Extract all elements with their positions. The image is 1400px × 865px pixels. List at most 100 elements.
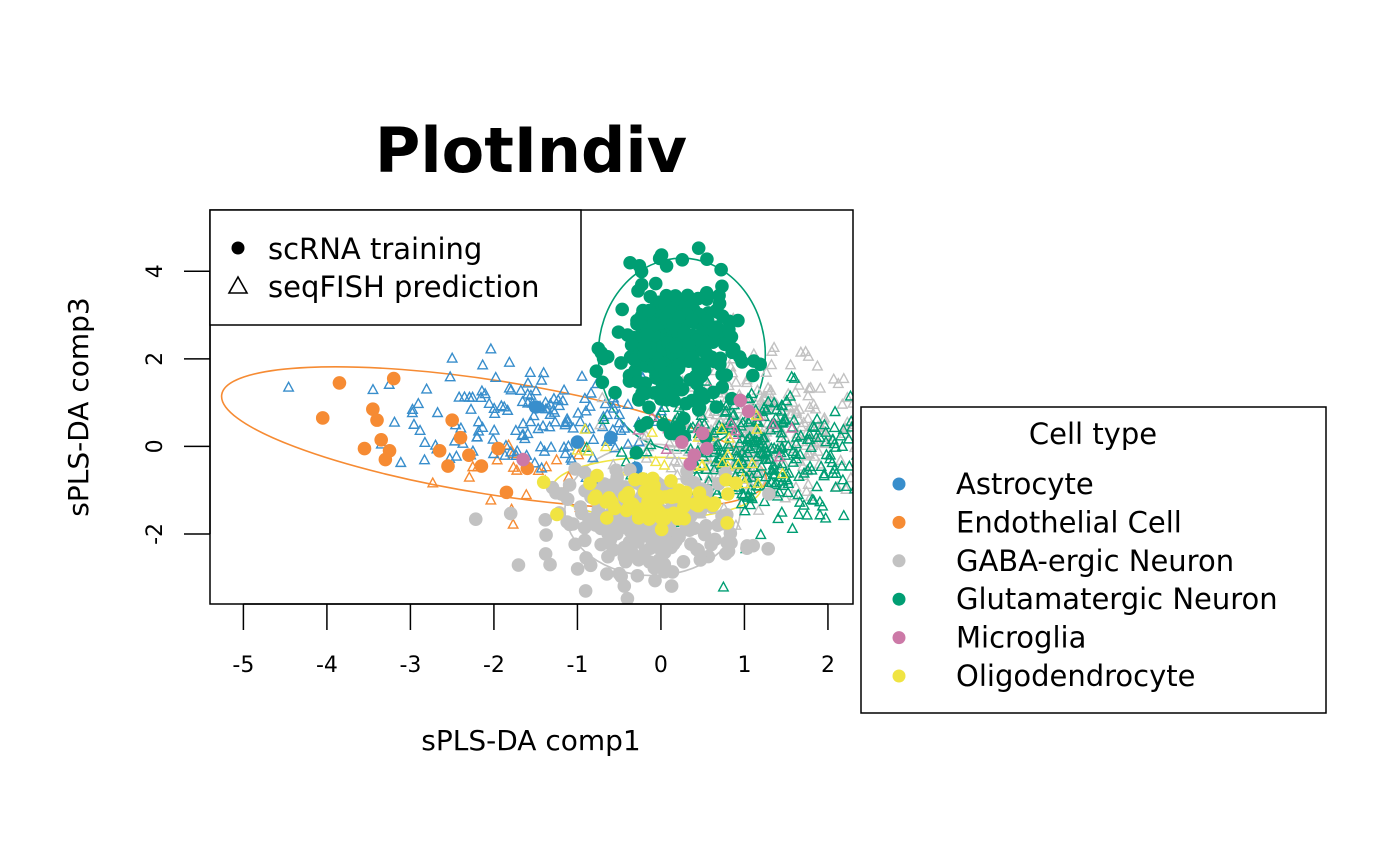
seqfish-point [717,580,730,592]
scrna-point [729,476,743,491]
seqfish-point [670,443,683,455]
scrna-point [667,365,682,380]
shape-legend: scRNA training seqFISH prediction [209,209,582,326]
seqfish-point [790,452,803,464]
seqfish-point [837,372,850,384]
scrna-point [588,518,603,532]
seqfish-point [756,405,769,417]
x-tick-label: -5 [232,653,254,678]
seqfish-point [792,488,805,500]
scrna-point [378,452,393,467]
scrna-point [675,435,689,449]
seqfish-point [479,387,492,399]
seqfish-point [446,351,459,363]
seqfish-point [518,432,531,444]
seqfish-point [732,457,745,469]
scrna-point [647,561,662,575]
seqfish-point [788,371,801,383]
seqfish-point [597,410,610,422]
seqfish-point [802,478,815,490]
seqfish-point [814,508,826,520]
seqfish-point [776,399,789,411]
scrna-point [445,413,459,427]
scrna-point [706,385,721,400]
seqfish-point [544,397,557,409]
seqfish-point [582,444,595,456]
seqfish-point [760,453,773,464]
scrna-point [453,430,468,445]
scrna-point [604,430,618,445]
scrna-point [370,413,384,427]
seqfish-point [412,397,425,409]
scrna-point [615,302,629,317]
seqfish-point [571,443,584,455]
seqfish-point [475,391,487,402]
seqfish-point [803,447,816,459]
seqfish-point [394,456,407,468]
seqfish-point [710,417,723,429]
seqfish-point [599,440,612,452]
seqfish-point [819,511,832,523]
seqfish-point [649,455,662,467]
seqfish-point [785,370,798,382]
seqfish-point [713,451,726,463]
seqfish-point [646,425,659,437]
seqfish-point [802,350,815,361]
seqfish-point [644,438,657,450]
seqfish-point [784,389,797,401]
seqfish-point [708,463,721,475]
scrna-point [721,487,735,501]
scrna-point [656,417,671,432]
seqfish-point [769,411,782,423]
seqfish-point [539,395,552,407]
scrna-point [570,562,585,576]
seqfish-point [711,438,724,450]
scrna-point [746,368,760,383]
seqfish-point [800,485,813,496]
scrna-point [625,523,640,538]
seqfish-point [524,388,537,400]
seqfish-point [756,431,769,443]
y-tick-label: -2 [143,523,168,545]
scrna-point [647,501,661,516]
scrna-point [577,533,592,548]
y-axis: -2 0 2 4 [143,264,211,545]
seqfish-point [753,436,766,448]
seqfish-point [835,459,848,471]
seqfish-point [767,468,780,480]
seqfish-point [613,416,626,428]
seqfish-point [778,479,790,491]
seqfish-point [567,421,580,433]
seqfish-point [587,433,600,445]
x-tick-label: 2 [821,653,835,678]
seqfish-point [770,476,783,488]
seqfish-point [593,418,606,430]
seqfish-point [716,456,729,468]
scrna-point [648,276,663,291]
scrna-point [583,476,597,491]
seqfish-point [755,459,768,471]
seqfish-point [775,426,788,438]
scrna-point [566,517,580,531]
seqfish-point [824,452,836,464]
seqfish-point [484,493,497,505]
scrna-point [647,478,661,493]
seqfish-point [773,450,786,462]
seqfish-point [615,445,628,457]
seqfish-point [472,424,485,436]
scrna-point [668,340,682,354]
scrna-point [386,371,401,386]
seqfish-point [729,424,742,436]
seqfish-point [528,456,541,468]
scrna-point [625,546,640,561]
scrna-point [722,322,736,337]
seqfish-point [418,436,431,447]
scrna-point [697,527,712,542]
scrna-point [691,402,706,417]
seqfish-point [818,469,830,481]
scrna-point [631,375,645,389]
seqfish-point [613,408,626,420]
seqfish-point [707,426,720,438]
filled-circle-icon [231,241,245,255]
scrna-point [600,567,614,581]
